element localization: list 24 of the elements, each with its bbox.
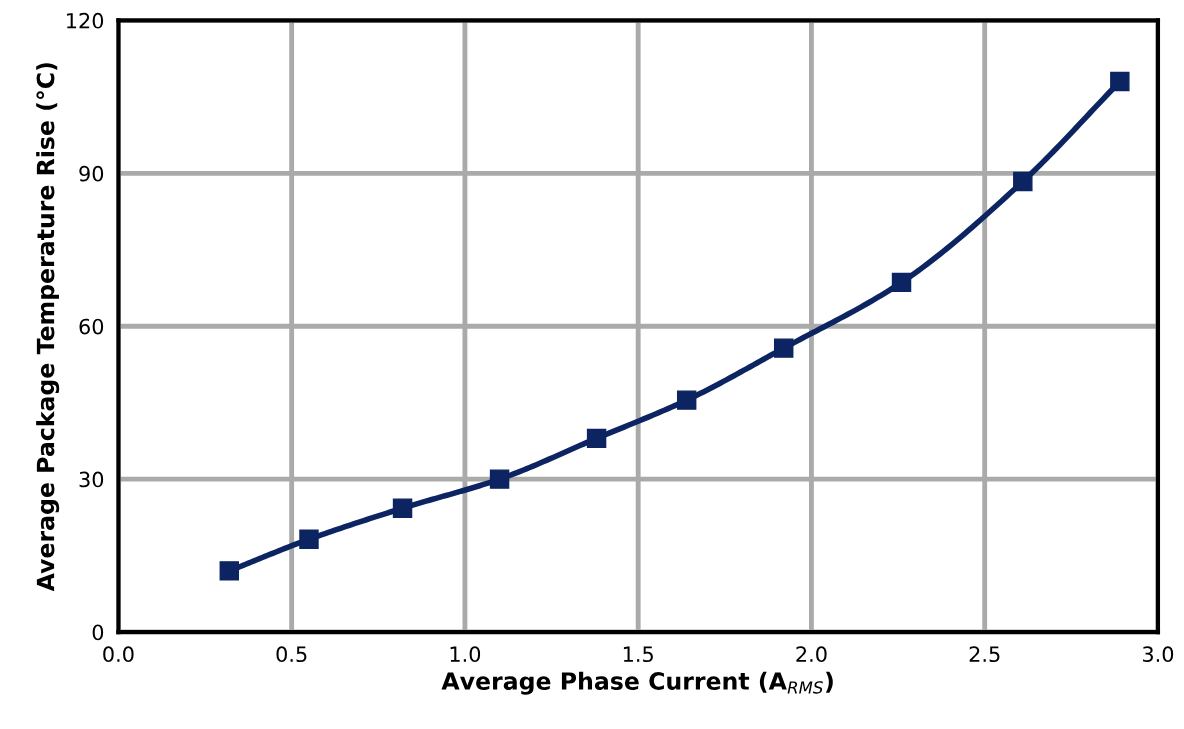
y-tick-label: 90 (79, 165, 104, 182)
point (1110, 71, 1130, 92)
x-tick-label: 1.0 (450, 646, 481, 663)
y-tick-label: 30 (79, 471, 104, 488)
point (219, 561, 240, 581)
x-tick-label: 3.0 (1142, 646, 1174, 663)
y-tick-label: 60 (79, 318, 104, 335)
y-tick-label: 120 (67, 12, 104, 29)
point (773, 338, 794, 358)
x-tick-label: 1.5 (623, 646, 653, 663)
point (586, 428, 607, 449)
x-tick-label: 2.5 (969, 646, 1000, 663)
point (489, 469, 510, 489)
y-tick-label: 0 (92, 624, 104, 641)
point (392, 498, 413, 518)
point (891, 272, 912, 293)
x-tick-label: 0.5 (276, 646, 307, 663)
x-tick-label: 0.0 (103, 646, 134, 663)
x-tick-label: 2.0 (796, 646, 827, 663)
point (299, 529, 319, 550)
point (676, 390, 697, 410)
point (1013, 171, 1033, 192)
y-axis-title: Average Package Temperature Rise (°C) (36, 63, 60, 592)
x-axis-title: Average Phase Current (A$_{RMS}$) (441, 671, 833, 695)
